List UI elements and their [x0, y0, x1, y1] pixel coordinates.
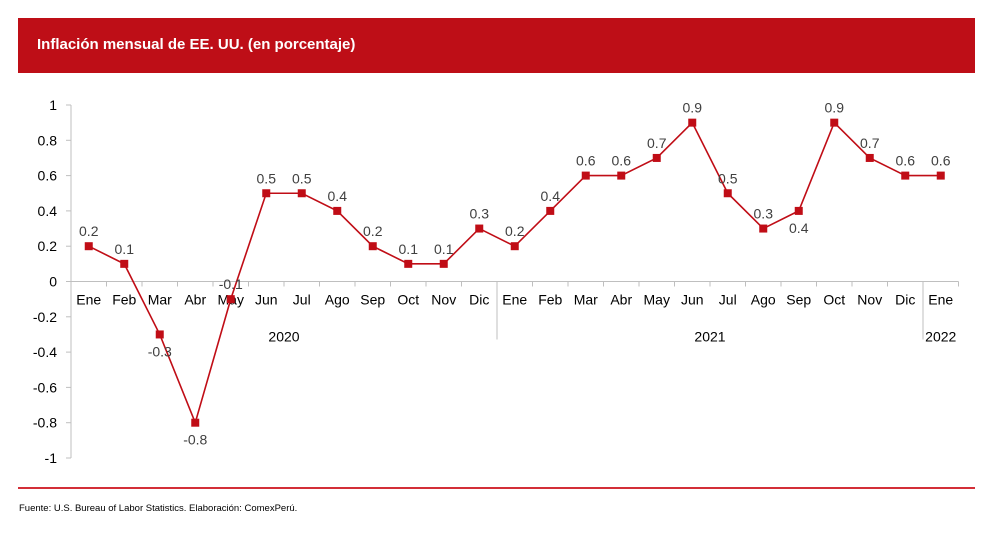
data-point-marker — [120, 259, 129, 268]
data-point-marker — [830, 118, 839, 127]
data-label: 0.5 — [292, 170, 312, 186]
x-tick-label: Ene — [502, 292, 527, 308]
data-label: -0.8 — [183, 432, 207, 448]
group-label-2021: 2021 — [694, 329, 725, 345]
data-label: 0.4 — [328, 188, 348, 204]
x-tick-label: Sep — [786, 292, 811, 308]
data-label: 0.5 — [257, 170, 277, 186]
x-tick-label: Nov — [857, 292, 882, 308]
data-point-marker — [688, 118, 697, 127]
data-point-marker — [191, 418, 200, 427]
data-point-marker — [475, 224, 484, 233]
data-label: 0.5 — [718, 170, 738, 186]
data-point-marker — [794, 206, 803, 215]
data-label: 0.6 — [612, 153, 632, 169]
data-point-marker — [723, 189, 732, 198]
data-point-marker — [510, 242, 519, 251]
data-label: 0.9 — [683, 100, 703, 116]
data-point-marker — [404, 259, 413, 268]
x-tick-label: Abr — [610, 292, 632, 308]
x-tick-label: Ene — [76, 292, 101, 308]
x-tick-label: Jun — [681, 292, 704, 308]
data-label: 0.6 — [576, 153, 596, 169]
data-point-marker — [226, 295, 235, 304]
data-point-marker — [84, 242, 93, 251]
data-label: 0.1 — [115, 241, 135, 257]
footer-divider — [18, 487, 975, 489]
chart-title: Inflación mensual de EE. UU. (en porcent… — [37, 36, 356, 53]
x-tick-label: Jun — [255, 292, 278, 308]
data-label: 0.6 — [896, 153, 916, 169]
y-tick-label: 0.8 — [38, 132, 58, 148]
x-axis: Ene Feb Mar Abr May Jun Jul Ago Sep Oct Nov Dic Ene F… — [70, 281, 959, 345]
x-tick-label: Jul — [293, 292, 311, 308]
data-label: 0.2 — [79, 223, 99, 239]
series-line — [88, 121, 941, 426]
x-tick-label: Nov — [431, 292, 456, 308]
x-tick-label: Mar — [148, 292, 172, 308]
y-tick-label: 0 — [49, 274, 57, 290]
data-point-marker — [901, 171, 910, 180]
data-label: 0.2 — [505, 223, 525, 239]
data-point-marker — [439, 259, 448, 268]
data-point-marker — [759, 224, 768, 233]
data-point-marker — [297, 189, 306, 198]
y-tick-label: 0.4 — [38, 203, 58, 219]
data-point-marker — [368, 242, 377, 251]
data-labels: 0.2 0.1 -0.3 -0.8 -0.1 0.5 0.5 0.4 0.2 0.1 0.1 0.3 0… — [79, 100, 951, 448]
x-tick-label: Dic — [895, 292, 915, 308]
data-label: 0.9 — [825, 100, 845, 116]
x-tick-label: Oct — [823, 292, 845, 308]
data-label: -0.1 — [219, 276, 243, 292]
data-label: 0.1 — [399, 241, 419, 257]
data-point-marker — [333, 206, 342, 215]
source-note: Fuente: U.S. Bureau of Labor Statistics.… — [19, 503, 298, 514]
data-point-marker — [652, 153, 661, 162]
data-point-marker — [865, 153, 874, 162]
y-tick-label: -0.4 — [33, 344, 57, 360]
y-tick-label: -1 — [45, 450, 58, 466]
x-tick-label: Sep — [360, 292, 385, 308]
data-point-marker — [617, 171, 626, 180]
data-label: 0.1 — [434, 241, 454, 257]
x-tick-label: Ene — [928, 292, 953, 308]
data-label: 0.3 — [754, 206, 774, 222]
data-label: 0.6 — [931, 153, 951, 169]
data-label: 0.2 — [363, 223, 383, 239]
x-tick-label: Mar — [574, 292, 598, 308]
data-point-marker — [155, 330, 164, 339]
y-tick-label: 1 — [49, 97, 57, 113]
x-tick-label: Feb — [538, 292, 562, 308]
data-point-marker — [936, 171, 945, 180]
x-tick-label: Ago — [325, 292, 350, 308]
data-label: 0.7 — [860, 135, 880, 151]
data-label: 0.3 — [470, 206, 490, 222]
y-axis: 1 0.8 0.6 0.4 0.2 0 -0.2 -0.4 -0.6 -0.8 -1 — [33, 97, 72, 466]
group-label-2022: 2022 — [925, 329, 956, 345]
data-point-marker — [581, 171, 590, 180]
series-inflacion — [84, 118, 945, 427]
x-tick-label: Oct — [397, 292, 419, 308]
x-tick-label: Feb — [112, 292, 136, 308]
y-tick-label: 0.2 — [38, 238, 58, 254]
title-banner: Inflación mensual de EE. UU. (en porcent… — [18, 18, 975, 73]
group-label-2020: 2020 — [268, 329, 299, 345]
x-tick-label: Abr — [184, 292, 206, 308]
x-tick-label: Ago — [751, 292, 776, 308]
data-label: 0.7 — [647, 135, 667, 151]
y-tick-label: -0.2 — [33, 309, 57, 325]
data-point-marker — [262, 189, 271, 198]
y-tick-label: -0.6 — [33, 379, 57, 395]
data-label: 0.4 — [789, 220, 809, 236]
data-label: -0.3 — [148, 343, 172, 359]
data-point-marker — [546, 206, 555, 215]
y-tick-label: 0.6 — [38, 168, 58, 184]
data-label: 0.4 — [541, 188, 561, 204]
line-chart: 1 0.8 0.6 0.4 0.2 0 -0.2 -0.4 -0.6 -0.8 -1 Ene Feb M… — [33, 97, 959, 466]
x-tick-label: Dic — [469, 292, 489, 308]
y-tick-label: -0.8 — [33, 415, 57, 431]
x-tick-label: Jul — [719, 292, 737, 308]
x-tick-label: May — [644, 292, 670, 308]
